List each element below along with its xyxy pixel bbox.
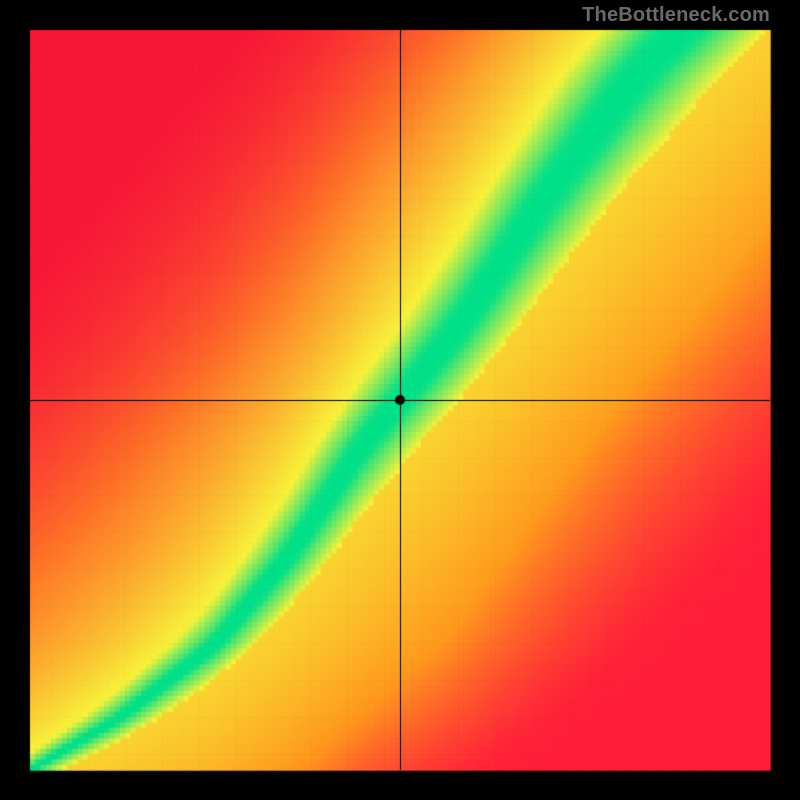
chart-container: TheBottleneck.com <box>0 0 800 800</box>
bottleneck-heatmap <box>0 0 800 800</box>
watermark-text: TheBottleneck.com <box>582 4 770 27</box>
